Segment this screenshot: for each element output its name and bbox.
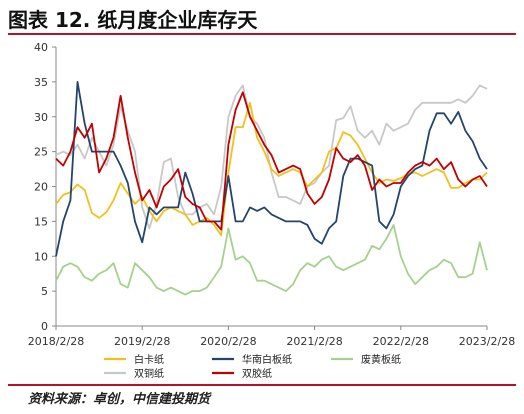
x-tick-label: 2018/2/28 xyxy=(28,335,84,348)
source-divider xyxy=(8,384,516,386)
series-line-1 xyxy=(55,81,488,257)
y-tick-label: 35 xyxy=(34,76,48,89)
x-tick-label: 2022/2/28 xyxy=(373,335,429,348)
chart-axes: 0 5 10 15 20 25 30 35 40 2018/2/28 2019/2/28 2020/2… xyxy=(28,41,515,348)
series-line-2 xyxy=(55,223,488,296)
x-tick-label: 2021/2/28 xyxy=(286,335,342,348)
y-tick-label: 30 xyxy=(34,111,48,124)
legend-label: 白卡纸 xyxy=(134,353,164,366)
x-tick-label: 2019/2/28 xyxy=(114,335,170,348)
y-tick-label: 25 xyxy=(34,146,48,159)
y-tick-label: 15 xyxy=(34,215,48,228)
y-tick-label: 40 xyxy=(34,41,48,54)
series-line-0 xyxy=(55,101,488,237)
y-tick-label: 0 xyxy=(41,320,48,333)
legend-label: 华南白板纸 xyxy=(242,353,292,366)
legend-label: 废黄板纸 xyxy=(361,353,401,366)
y-tick-label: 5 xyxy=(41,285,48,298)
x-tick-label: 2020/2/28 xyxy=(200,335,256,348)
series-line-4 xyxy=(55,91,488,231)
source-note: 资料来源：卓创，中信建投期货 xyxy=(28,392,211,407)
chart-title: 图表 12. 纸月度企业库存天 xyxy=(8,8,258,32)
legend-label: 双铜纸 xyxy=(134,367,164,380)
x-tick-label: 2023/2/28 xyxy=(459,335,515,348)
y-tick-label: 20 xyxy=(34,181,48,194)
legend-label: 双胶纸 xyxy=(242,367,272,380)
chart-series-lines xyxy=(55,81,488,296)
title-divider xyxy=(8,33,516,35)
series-line-3 xyxy=(55,84,488,230)
y-tick-label: 10 xyxy=(34,250,48,263)
